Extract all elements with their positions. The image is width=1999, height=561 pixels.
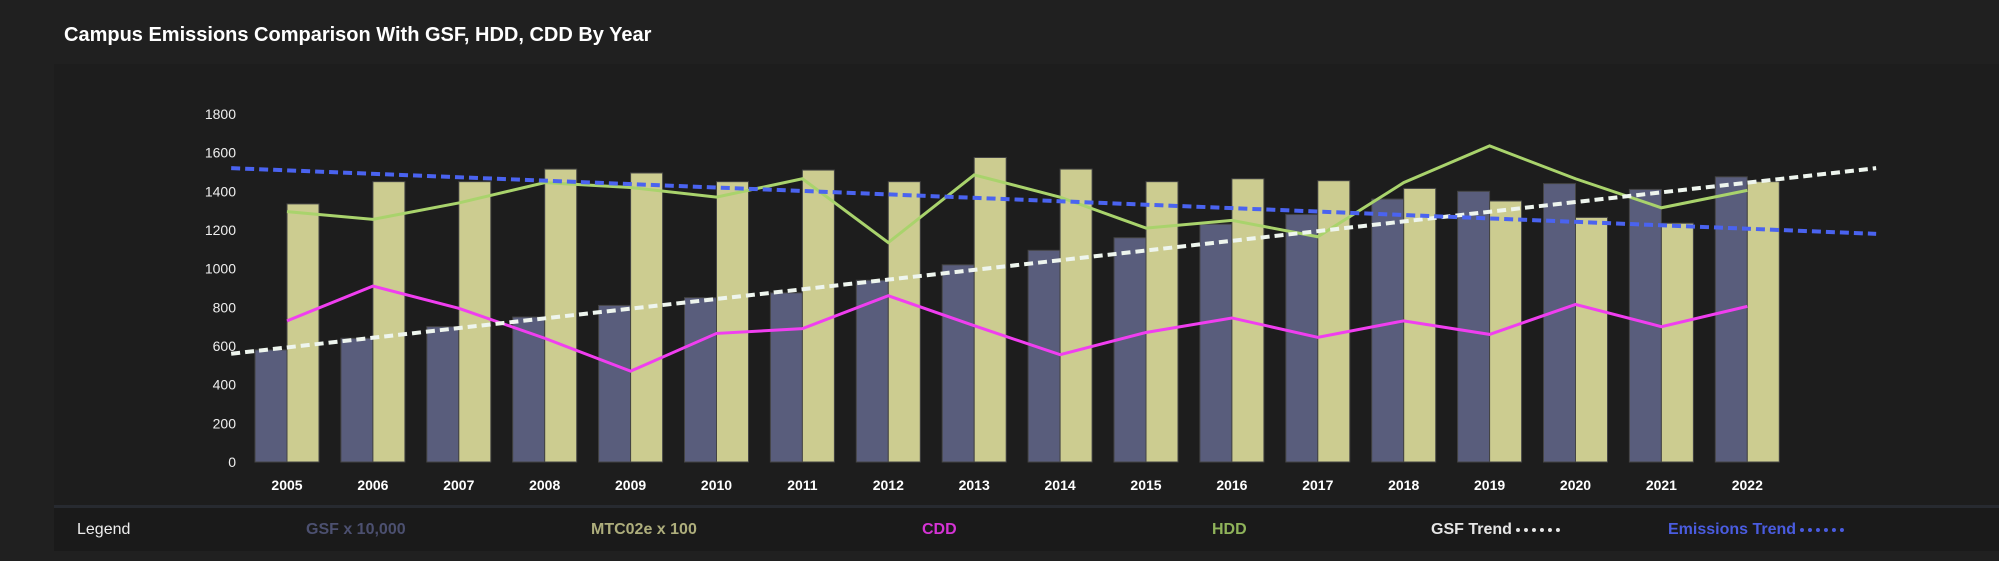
x-tick-label: 2006	[357, 477, 388, 493]
line-cdd	[286, 284, 1748, 373]
bar-gsf-x-10-000	[1714, 176, 1748, 463]
y-tick-label: 1800	[205, 106, 236, 122]
legend-text: CDD	[922, 521, 957, 538]
bar-mtc02e-x-100	[372, 181, 406, 463]
x-tick-label: 2008	[529, 477, 560, 493]
x-tick-label: 2015	[1130, 477, 1161, 493]
dashed-line-icon	[1515, 527, 1560, 532]
bar-gsf-x-10-000	[512, 316, 546, 463]
bar-mtc02e-x-100	[973, 157, 1007, 463]
bar-mtc02e-x-100	[1660, 222, 1694, 463]
bar-gsf-x-10-000	[1027, 249, 1061, 463]
legend: Legend GSF x 10,000 MTC02e x 100 CDD HDD…	[54, 505, 1999, 551]
legend-text: MTC02e x 100	[591, 521, 697, 538]
x-tick-label: 2016	[1216, 477, 1247, 493]
x-tick-label: 2007	[443, 477, 474, 493]
line-hdd	[286, 144, 1748, 245]
bar-gsf-x-10-000	[1457, 190, 1491, 463]
x-tick-label: 2009	[615, 477, 646, 493]
chart-title: Campus Emissions Comparison With GSF, HD…	[64, 24, 652, 46]
y-tick-label: 1400	[205, 183, 236, 199]
trend-emissions-trend	[231, 166, 1877, 236]
bar-mtc02e-x-100	[887, 181, 921, 463]
bar-gsf-x-10-000	[769, 292, 803, 463]
legend-text: GSF Trend	[1431, 521, 1512, 538]
bar-gsf-x-10-000	[1371, 198, 1405, 463]
bar-mtc02e-x-100	[1059, 168, 1093, 463]
bar-gsf-x-10-000	[598, 304, 632, 463]
bar-mtc02e-x-100	[1317, 180, 1351, 463]
x-tick-label: 2012	[873, 477, 904, 493]
bar-mtc02e-x-100	[716, 181, 749, 463]
x-tick-label: 2010	[701, 477, 732, 493]
legend-text: Emissions Trend	[1668, 521, 1797, 538]
bar-mtc02e-x-100	[1145, 181, 1179, 463]
dashed-line-icon	[1800, 527, 1845, 532]
x-tick-label: 2022	[1732, 477, 1763, 493]
y-tick-label: 600	[213, 338, 237, 354]
bar-gsf-x-10-000	[1113, 237, 1147, 463]
legend-item-gsf-trend[interactable]: GSF Trend	[1431, 521, 1560, 539]
x-tick-label: 2019	[1474, 477, 1505, 493]
bar-mtc02e-x-100	[630, 172, 664, 463]
x-tick-label: 2018	[1388, 477, 1419, 493]
x-tick-label: 2013	[959, 477, 990, 493]
bar-gsf-x-10-000	[426, 326, 460, 463]
trend-gsf-trend	[230, 166, 1877, 356]
y-tick-label: 1000	[205, 261, 236, 277]
bar-gsf-x-10-000	[1199, 223, 1233, 463]
y-tick-label: 1600	[205, 145, 236, 161]
bar-gsf-x-10-000	[1285, 214, 1319, 463]
bar-mtc02e-x-100	[286, 203, 320, 463]
x-tick-label: 2017	[1302, 477, 1333, 493]
bar-gsf-x-10-000	[254, 349, 288, 463]
bar-mtc02e-x-100	[1575, 216, 1608, 463]
bar-gsf-x-10-000	[684, 297, 717, 463]
legend-item-emissions-trend[interactable]: Emissions Trend	[1668, 521, 1845, 539]
bar-gsf-x-10-000	[1543, 183, 1576, 463]
legend-item-gsf[interactable]: GSF x 10,000	[306, 521, 406, 539]
x-tick-label: 2005	[271, 477, 302, 493]
legend-item-mtco2e[interactable]: MTC02e x 100	[591, 521, 697, 539]
bar-mtc02e-x-100	[801, 169, 835, 463]
y-tick-label: 400	[213, 377, 237, 393]
legend-text: HDD	[1212, 521, 1247, 538]
x-tick-label: 2020	[1560, 477, 1591, 493]
bar-mtc02e-x-100	[458, 181, 492, 463]
y-tick-label: 200	[213, 415, 237, 431]
x-tick-label: 2011	[787, 477, 818, 493]
bar-mtc02e-x-100	[1746, 181, 1780, 463]
legend-item-cdd[interactable]: CDD	[922, 521, 957, 539]
legend-item-hdd[interactable]: HDD	[1212, 521, 1247, 539]
x-tick-label: 2021	[1646, 477, 1677, 493]
x-tick-label: 2014	[1045, 477, 1076, 493]
y-tick-label: 800	[213, 299, 237, 315]
bar-gsf-x-10-000	[340, 337, 374, 463]
bar-gsf-x-10-000	[941, 264, 975, 463]
legend-text: GSF x 10,000	[306, 521, 406, 538]
y-tick-label: 1200	[205, 222, 236, 238]
legend-label: Legend	[77, 521, 131, 538]
y-tick-label: 0	[228, 454, 236, 470]
